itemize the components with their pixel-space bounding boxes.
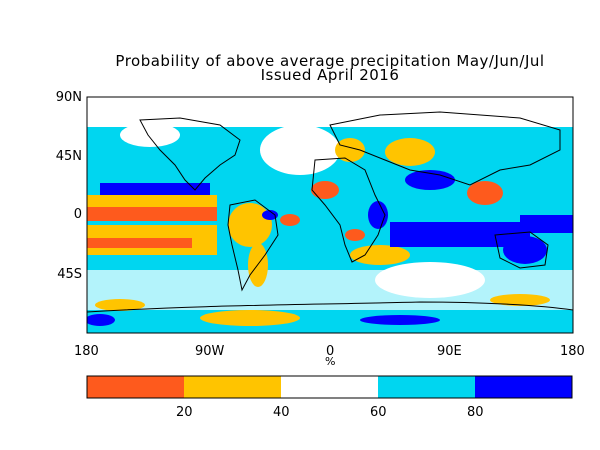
x-label-180e: 180 <box>560 344 585 359</box>
map-frame <box>86 96 574 334</box>
y-label-45n: 45N <box>55 149 82 164</box>
field-patch-white-indian-south <box>375 262 485 298</box>
field-patch-white-atlantic <box>260 125 340 175</box>
map-subtitle: Issued April 2016 <box>260 66 400 84</box>
field-band-veryhigh-west-pacific <box>520 215 573 233</box>
field-patch-veryhigh-australia <box>503 236 547 264</box>
field-patch-veryhigh-southern <box>360 315 440 325</box>
colorbar-frame <box>86 375 573 399</box>
field-patch-low-south-africa <box>350 245 410 265</box>
field-patch-veryhigh-amazon <box>262 210 278 220</box>
colorbar-tick-20: 20 <box>176 405 193 420</box>
colorbar-swatch-3 <box>281 376 378 398</box>
field-patch-low-southern <box>200 310 300 326</box>
field-band-low-north-pacific <box>87 195 217 207</box>
x-unit-label: % <box>325 355 336 368</box>
field-band-verylow-south-pacific <box>87 238 192 248</box>
africa-outline <box>311 157 386 263</box>
colorbar-tick-80: 80 <box>467 405 484 420</box>
australia-outline <box>494 231 549 269</box>
field-patch-veryhigh-asia <box>405 170 455 190</box>
eurasia-outline <box>329 111 561 186</box>
north-america-outline <box>139 117 241 191</box>
field-patch-verylow-maritime <box>467 181 503 205</box>
x-label-180w: 180 <box>74 344 99 359</box>
field-patch-verylow-atlantic <box>280 214 300 226</box>
colorbar-tick-40: 40 <box>273 405 290 420</box>
field-patch-verylow-west-africa <box>311 181 339 199</box>
field-patch-white-arctic <box>87 97 573 127</box>
field-patch-veryhigh-sw <box>87 314 115 326</box>
y-label-45s: 45S <box>57 267 82 282</box>
probability-field <box>87 97 573 333</box>
colorbar <box>86 375 573 399</box>
y-label-0: 0 <box>73 207 82 222</box>
colorbar-tick-60: 60 <box>370 405 387 420</box>
field-patch-low-se <box>490 294 550 306</box>
south-america-outline <box>227 199 279 292</box>
field-patch-verylow-africa <box>345 229 365 241</box>
colorbar-swatch-2 <box>184 376 281 398</box>
field-patch-low-asia <box>385 138 435 166</box>
y-label-90n: 90N <box>55 90 82 105</box>
field-patch-low-brazil <box>228 203 272 247</box>
x-label-90e: 90E <box>437 344 462 359</box>
field-patch-low-sw <box>95 299 145 311</box>
field-band-verylow-equatorial-pacific <box>87 207 217 221</box>
colorbar-swatch-4 <box>378 376 475 398</box>
antarctica-outline <box>87 301 573 313</box>
x-label-90w: 90W <box>195 344 225 359</box>
colorbar-swatch-1 <box>87 376 184 398</box>
field-band-veryhigh-north-pacific <box>100 183 210 195</box>
x-label-0: 0 <box>326 344 335 359</box>
field-patch-low-europe <box>335 138 365 162</box>
continent-outlines <box>87 111 573 313</box>
field-patch-white-pacific-north <box>120 123 180 147</box>
colorbar-swatch-5 <box>475 376 572 398</box>
map-title: Probability of above average precipitati… <box>115 52 545 70</box>
